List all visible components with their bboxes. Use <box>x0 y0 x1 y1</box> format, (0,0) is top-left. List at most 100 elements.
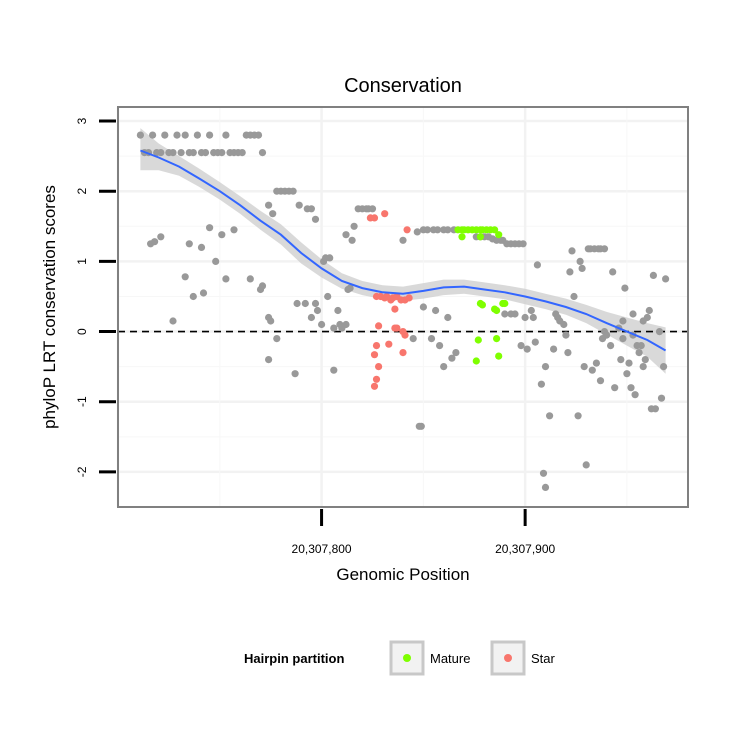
data-point-other <box>641 356 649 364</box>
data-point-other <box>169 149 177 157</box>
data-point-other <box>609 268 617 276</box>
data-point-star <box>375 363 383 371</box>
x-tick-label: 20,307,800 <box>292 542 352 556</box>
x-tick-label: 20,307,900 <box>495 542 555 556</box>
data-point-other <box>564 349 572 357</box>
data-point-other <box>199 289 208 297</box>
data-point-other <box>539 469 548 477</box>
data-point-other <box>627 384 635 392</box>
data-point-other <box>629 310 637 318</box>
y-tick-label: -1 <box>75 396 89 407</box>
data-point-other <box>307 313 315 322</box>
data-point-other <box>307 205 315 213</box>
data-point-other <box>533 261 542 269</box>
data-point-other <box>419 303 427 311</box>
legend-swatch-mature <box>403 654 411 662</box>
data-point-mature <box>495 231 503 239</box>
data-points <box>136 131 670 491</box>
data-point-other <box>562 331 570 339</box>
data-point-other <box>523 345 531 353</box>
data-point-other <box>527 306 535 315</box>
data-point-other <box>254 131 263 139</box>
data-point-other <box>342 231 350 239</box>
data-point-mature <box>472 357 480 365</box>
data-point-other <box>346 284 354 292</box>
data-point-other <box>258 282 267 290</box>
data-point-other <box>440 363 448 371</box>
data-point-other <box>448 354 456 362</box>
data-point-other <box>537 380 546 388</box>
data-point-other <box>600 245 609 253</box>
data-point-other <box>218 149 226 157</box>
data-point-other <box>582 461 590 469</box>
data-point-other <box>151 238 159 246</box>
data-point-star <box>370 351 379 359</box>
data-point-other <box>619 317 627 325</box>
legend: Hairpin partition Mature Star <box>244 640 556 676</box>
data-point-other <box>621 284 629 292</box>
legend-title: Hairpin partition <box>244 651 344 666</box>
data-point-other <box>218 231 226 239</box>
data-point-other <box>623 370 631 378</box>
data-point-other <box>136 131 144 139</box>
data-point-other <box>649 271 658 279</box>
data-point-other <box>197 243 206 251</box>
data-point-other <box>326 254 334 262</box>
data-point-other <box>348 236 356 244</box>
smooth-line <box>140 149 667 352</box>
data-point-other <box>246 275 254 283</box>
data-point-other <box>295 201 303 209</box>
data-point-mature <box>495 352 503 360</box>
data-point-other <box>409 335 417 343</box>
data-point-other <box>568 247 576 255</box>
data-point-other <box>368 205 377 213</box>
data-point-other <box>619 335 627 343</box>
data-point-other <box>222 131 230 139</box>
data-point-other <box>313 306 322 315</box>
y-axis-title: phyloP LRT conservation scores <box>40 185 59 429</box>
series-mature <box>454 226 509 365</box>
data-point-mature <box>501 299 509 308</box>
data-point-other <box>222 275 230 283</box>
data-point-other <box>185 240 193 248</box>
series-star <box>366 210 413 390</box>
data-point-other <box>350 222 358 230</box>
data-point-mature <box>478 301 486 309</box>
data-point-other <box>592 359 601 367</box>
y-axis: 3 2 1 0 -1 -2 <box>75 117 116 477</box>
data-point-other <box>189 292 197 301</box>
data-point-other <box>201 149 210 157</box>
data-point-other <box>521 313 529 322</box>
data-point-other <box>177 149 185 157</box>
data-point-star <box>372 375 381 383</box>
data-point-star <box>393 324 401 332</box>
data-point-star <box>381 210 389 218</box>
x-axis-title: Genomic Position <box>336 565 469 584</box>
data-point-other <box>501 310 509 318</box>
data-point-other <box>444 226 452 234</box>
legend-label-mature: Mature <box>430 651 470 666</box>
data-point-other <box>511 310 519 318</box>
data-point-other <box>206 131 214 139</box>
data-point-other <box>324 292 332 301</box>
data-point-other <box>607 342 615 350</box>
data-point-other <box>519 240 527 248</box>
data-point-other <box>206 224 214 232</box>
series-other <box>136 131 670 491</box>
data-point-other <box>631 391 639 399</box>
data-point-other <box>291 370 299 378</box>
data-point-star <box>370 214 379 222</box>
y-tick-label: 2 <box>75 188 89 195</box>
data-point-other <box>645 306 653 315</box>
data-point-mature <box>493 306 501 315</box>
data-point-mature <box>474 336 482 344</box>
data-point-other <box>541 363 550 371</box>
data-point-star <box>403 226 411 234</box>
data-point-other <box>541 483 550 491</box>
data-point-other <box>173 131 181 139</box>
data-point-other <box>550 345 558 353</box>
data-point-mature <box>458 233 466 241</box>
plot-panel <box>118 107 688 507</box>
data-point-other <box>635 349 643 357</box>
legend-key-mature <box>389 640 425 676</box>
